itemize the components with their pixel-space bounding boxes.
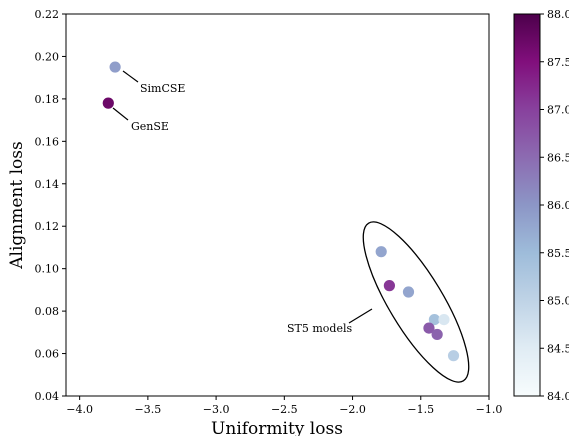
- x-tick-label: −3.5: [135, 403, 162, 416]
- data-point: [109, 61, 121, 73]
- x-tick-label: −1.0: [476, 403, 503, 416]
- data-points: [102, 61, 460, 362]
- plot-area: [65, 13, 490, 397]
- colorbar-tick-label: 85.5: [547, 247, 569, 260]
- st5-leader-line: [348, 308, 373, 324]
- data-point: [383, 280, 395, 292]
- data-point: [428, 314, 441, 326]
- data-point: [438, 314, 450, 326]
- data-point: [375, 246, 387, 258]
- colorbar-tick-label: 84.5: [547, 342, 569, 355]
- gense-label: GenSE: [131, 120, 169, 133]
- y-tick-label: 0.12: [35, 220, 60, 233]
- y-tick-label: 0.06: [35, 348, 60, 361]
- x-tick-label: −3.0: [203, 403, 230, 416]
- data-point: [402, 286, 415, 298]
- y-tick-label: 0.20: [35, 50, 60, 63]
- y-tick-label: 0.08: [35, 305, 60, 318]
- colorbar-tick-label: 88.0: [547, 8, 569, 21]
- y-tick-label: 0.04: [35, 390, 60, 403]
- data-point: [423, 322, 435, 334]
- x-tick-label: −1.5: [407, 403, 434, 416]
- colorbar-gradient: [513, 13, 541, 397]
- x-axis-ticks: −4.0 −3.5 −3.0 −2.5 −2.0 −1.5 −1.0: [66, 396, 502, 416]
- colorbar-ticks: 84.0 84.5 85.0 85.5 86.0 86.5 87.0 87.5 88.0: [540, 8, 569, 403]
- data-point: [431, 328, 443, 341]
- colorbar: 84.0 84.5 85.0 85.5 86.0 86.5 87.0 87.5 88.0: [513, 8, 569, 403]
- y-tick-label: 0.10: [35, 263, 60, 276]
- data-point: [102, 97, 114, 109]
- gense-leader-line: [112, 107, 129, 121]
- colorbar-tick-label: 85.0: [547, 295, 569, 308]
- colorbar-tick-label: 86.0: [547, 199, 569, 212]
- colorbar-tick-label: 86.5: [547, 151, 569, 164]
- x-tick-label: −4.0: [66, 403, 93, 416]
- y-axis-title: Alignment loss: [7, 141, 27, 269]
- x-tick-label: −2.5: [271, 403, 298, 416]
- colorbar-tick-label: 87.0: [547, 104, 569, 117]
- x-tick-label: −2.0: [339, 403, 366, 416]
- y-axis-ticks: 0.04 0.06 0.08 0.10 0.12 0.14 0.16 0.18 0.20 0.22: [35, 8, 66, 403]
- st5-models-label: ST5 models: [287, 322, 352, 335]
- y-tick-label: 0.18: [35, 93, 60, 106]
- simcse-leader-line: [122, 70, 139, 83]
- y-tick-label: 0.14: [35, 178, 60, 191]
- colorbar-tick-label: 87.5: [547, 56, 569, 69]
- st5-models-ellipse: [362, 221, 470, 383]
- colorbar-tick-label: 84.0: [547, 390, 569, 403]
- data-point: [447, 350, 460, 362]
- y-tick-label: 0.16: [35, 135, 60, 148]
- simcse-label: SimCSE: [140, 82, 185, 95]
- y-tick-label: 0.22: [35, 8, 60, 21]
- x-axis-title: Uniformity loss: [211, 419, 343, 436]
